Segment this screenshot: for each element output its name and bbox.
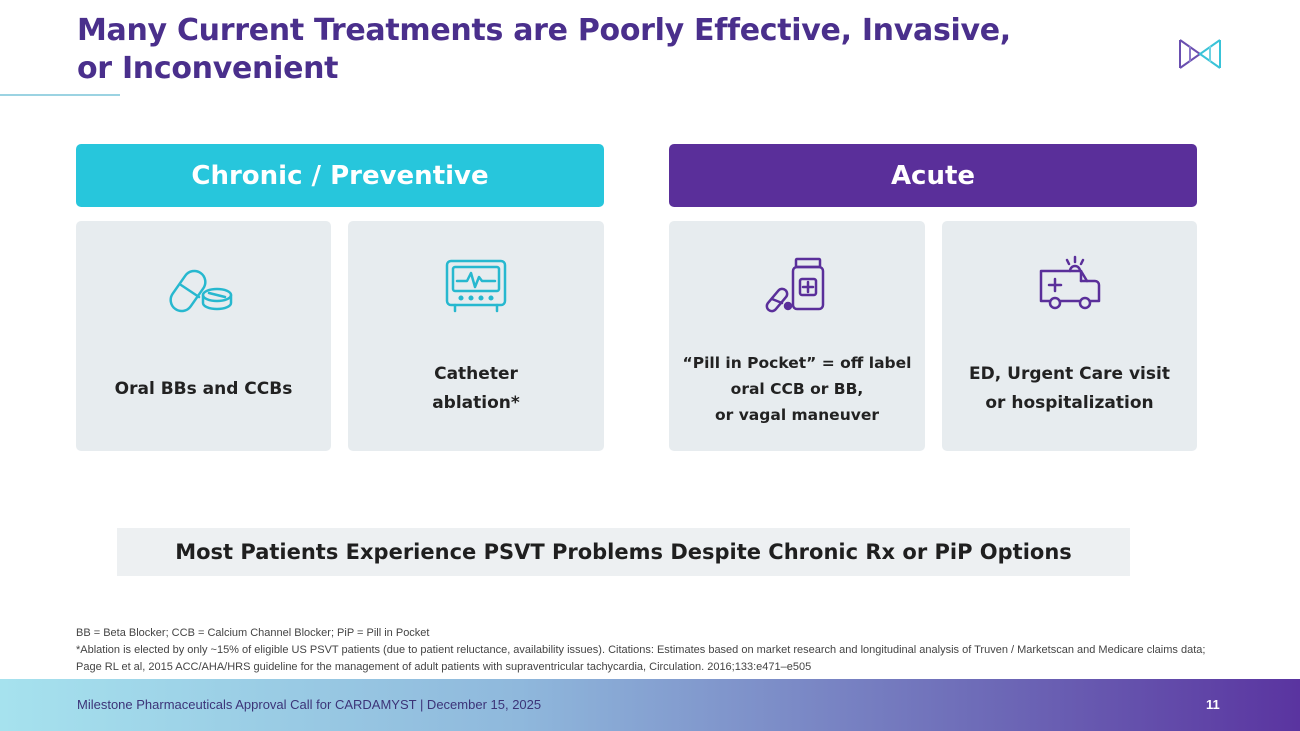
- page-number: 11: [1206, 697, 1220, 712]
- slide-footer: Milestone Pharmaceuticals Approval Call …: [0, 679, 1300, 731]
- treatment-card-oral-meds: Oral BBs and CCBs: [76, 221, 331, 451]
- chronic-preventive-header: Chronic / Preventive: [76, 144, 604, 207]
- footer-text: Milestone Pharmaceuticals Approval Call …: [77, 697, 542, 712]
- company-logo-icon: [1179, 39, 1221, 69]
- acute-label: Acute: [890, 160, 976, 191]
- heart-monitor-icon: [445, 259, 507, 313]
- medicine-bottle-icon: [765, 257, 825, 313]
- slide-title: Many Current Treatments are Poorly Effec…: [77, 12, 1037, 88]
- treatment-card-pill-in-pocket: “Pill in Pocket” = off label oral CCB or…: [669, 221, 925, 451]
- title-underline: [0, 94, 120, 96]
- treatment-card-catheter-ablation: Catheter ablation*: [348, 221, 604, 451]
- footnote-abbreviations: BB = Beta Blocker; CCB = Calcium Channel…: [76, 627, 430, 639]
- key-message-text: Most Patients Experience PSVT Problems D…: [175, 540, 1072, 564]
- oral-meds-label: Oral BBs and CCBs: [114, 378, 293, 399]
- treatment-card-emergency-care: ED, Urgent Care visit or hospitalization: [942, 221, 1197, 451]
- footnotes: BB = Beta Blocker; CCB = Calcium Channel…: [76, 625, 1216, 676]
- acute-header: Acute: [669, 144, 1197, 207]
- slide-title-line-2: or Inconvenient: [77, 51, 339, 86]
- key-message-callout: Most Patients Experience PSVT Problems D…: [117, 528, 1130, 576]
- emergency-care-label: ED, Urgent Care visit or hospitalization: [969, 364, 1170, 413]
- slide-title-line-1: Many Current Treatments are Poorly Effec…: [77, 13, 1011, 48]
- pill-in-pocket-label: “Pill in Pocket” = off label oral CCB or…: [682, 354, 912, 424]
- pills-icon: [168, 269, 232, 313]
- footnote-citations: *Ablation is elected by only ~15% of eli…: [76, 644, 1206, 673]
- chronic-preventive-label: Chronic / Preventive: [191, 160, 489, 191]
- ambulance-icon: [1039, 255, 1100, 310]
- catheter-ablation-label: Catheter ablation*: [432, 364, 520, 413]
